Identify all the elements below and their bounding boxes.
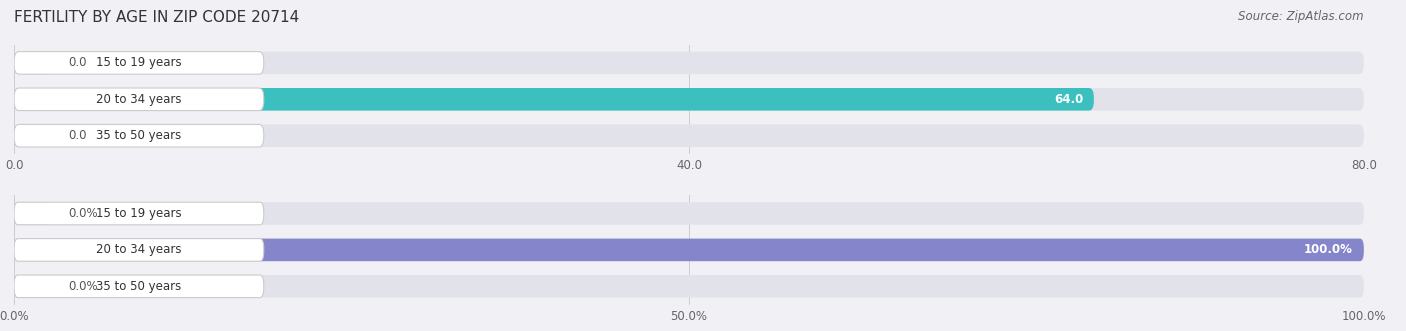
FancyBboxPatch shape xyxy=(14,52,264,74)
Text: 15 to 19 years: 15 to 19 years xyxy=(96,207,181,220)
FancyBboxPatch shape xyxy=(14,88,1094,111)
FancyBboxPatch shape xyxy=(14,239,264,261)
FancyBboxPatch shape xyxy=(14,88,1364,111)
Text: 35 to 50 years: 35 to 50 years xyxy=(96,129,181,142)
FancyBboxPatch shape xyxy=(14,275,264,298)
FancyBboxPatch shape xyxy=(14,239,1364,261)
FancyBboxPatch shape xyxy=(14,52,1364,74)
Text: 0.0: 0.0 xyxy=(67,56,87,70)
FancyBboxPatch shape xyxy=(14,52,52,74)
Text: 0.0: 0.0 xyxy=(67,129,87,142)
FancyBboxPatch shape xyxy=(14,275,52,298)
FancyBboxPatch shape xyxy=(14,124,264,147)
Text: 64.0: 64.0 xyxy=(1054,93,1083,106)
Text: 20 to 34 years: 20 to 34 years xyxy=(96,243,181,257)
FancyBboxPatch shape xyxy=(14,239,1364,261)
Text: 35 to 50 years: 35 to 50 years xyxy=(96,280,181,293)
Text: 0.0%: 0.0% xyxy=(67,280,97,293)
Text: 0.0%: 0.0% xyxy=(67,207,97,220)
FancyBboxPatch shape xyxy=(14,124,1364,147)
Text: 20 to 34 years: 20 to 34 years xyxy=(96,93,181,106)
FancyBboxPatch shape xyxy=(14,202,1364,225)
Text: Source: ZipAtlas.com: Source: ZipAtlas.com xyxy=(1239,10,1364,23)
FancyBboxPatch shape xyxy=(14,124,52,147)
FancyBboxPatch shape xyxy=(14,88,264,111)
Text: 15 to 19 years: 15 to 19 years xyxy=(96,56,181,70)
Text: 100.0%: 100.0% xyxy=(1305,243,1353,257)
FancyBboxPatch shape xyxy=(14,275,1364,298)
FancyBboxPatch shape xyxy=(14,202,52,225)
FancyBboxPatch shape xyxy=(14,202,264,225)
Text: FERTILITY BY AGE IN ZIP CODE 20714: FERTILITY BY AGE IN ZIP CODE 20714 xyxy=(14,10,299,25)
